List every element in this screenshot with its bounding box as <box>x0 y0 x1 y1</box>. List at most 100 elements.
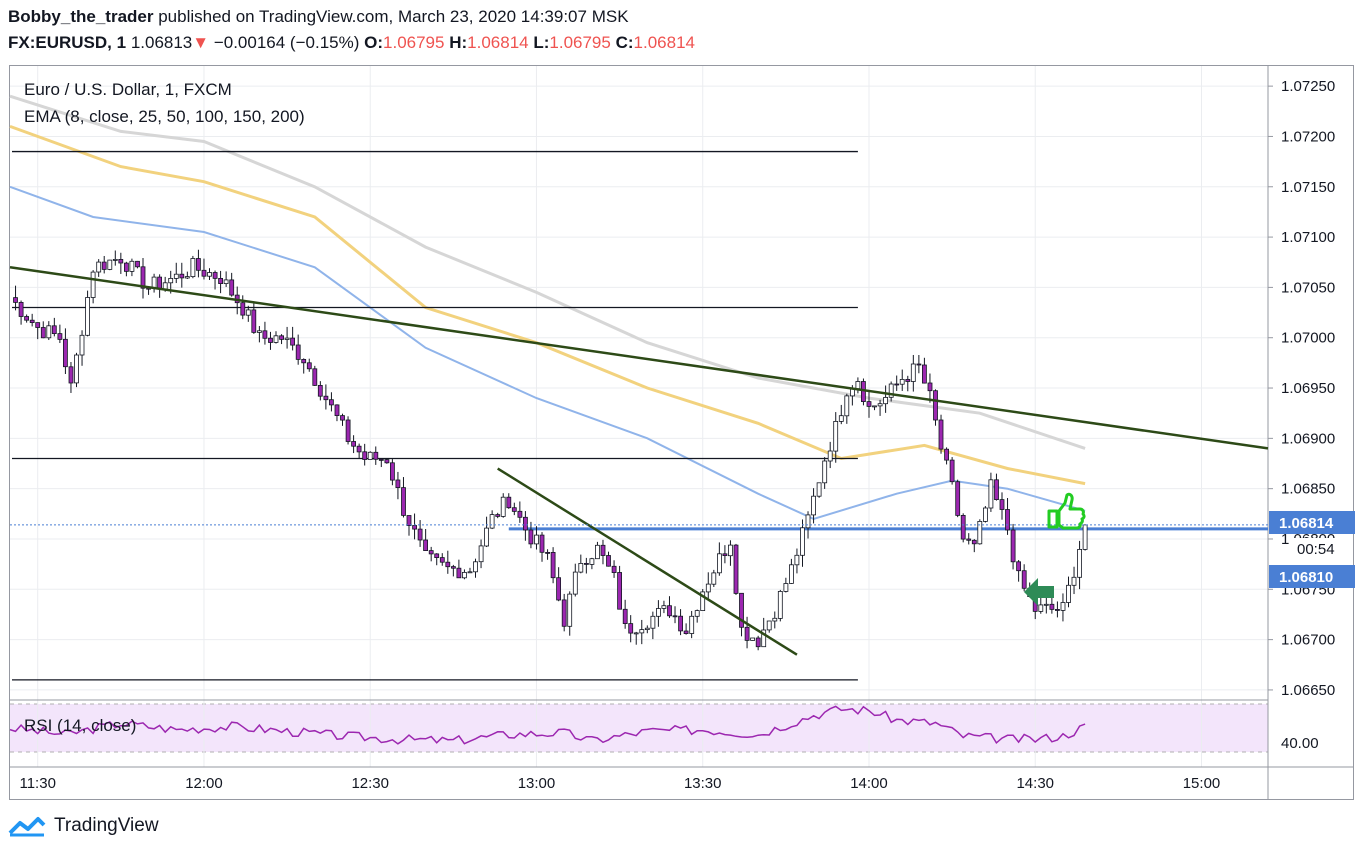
candle-body <box>777 591 783 619</box>
candle-body <box>1038 604 1044 612</box>
candle-body <box>1016 561 1021 572</box>
candle-body <box>855 381 861 390</box>
candle-body <box>783 583 789 592</box>
candle-body <box>384 459 390 464</box>
candle-body <box>1049 603 1055 610</box>
candle-body <box>550 552 556 579</box>
candle-body <box>622 608 628 624</box>
candle-body <box>445 561 451 568</box>
time-axis[interactable]: 11:30 12:00 12:30 13:00 13:30 14:00 14:30 15:00 <box>19 775 1220 792</box>
candle-body <box>229 279 235 296</box>
candle-body <box>556 577 561 601</box>
candle-body <box>118 258 124 264</box>
rsi-line <box>9 705 1086 745</box>
candle-body <box>1071 576 1077 586</box>
candle-body <box>140 266 146 289</box>
candle-body <box>689 615 695 634</box>
candle-body <box>539 534 545 553</box>
candle-body <box>1066 584 1071 603</box>
author-name[interactable]: Bobby_the_trader <box>8 7 154 26</box>
candle-body <box>500 496 506 517</box>
candle-body <box>268 337 273 343</box>
horizontal-lines[interactable] <box>12 150 1268 681</box>
candle-body <box>933 390 938 421</box>
price-change: −0.00164 (−0.15%) <box>213 33 360 52</box>
candle-body <box>822 460 828 484</box>
candle-body <box>417 528 423 541</box>
candle-body <box>949 459 955 483</box>
candle-body <box>811 495 816 516</box>
candle-body <box>894 383 900 386</box>
candle-body <box>262 330 268 339</box>
candle-body <box>184 276 190 279</box>
candle-body <box>162 282 168 290</box>
candle-body <box>107 259 113 270</box>
candle-body <box>85 297 90 336</box>
candle-body <box>461 572 467 579</box>
candle-body <box>245 309 251 316</box>
candle-body <box>960 515 966 540</box>
candle-body <box>273 335 279 343</box>
candle-body <box>35 322 41 328</box>
candle-body <box>1010 529 1016 563</box>
candle-body <box>168 277 174 284</box>
candle-body <box>124 262 129 272</box>
thumbs-up-icon[interactable] <box>1047 492 1086 530</box>
candle-body <box>489 514 495 529</box>
open-label: O: <box>364 33 384 52</box>
candle-body <box>312 368 318 386</box>
candle-body <box>578 563 584 573</box>
ema-legend: EMA (8, close, 25, 50, 100, 150, 200) <box>24 107 305 126</box>
candle-body <box>994 479 999 500</box>
candle-body <box>600 544 606 556</box>
candle-body <box>101 261 107 270</box>
candle-body <box>872 405 877 408</box>
candle-body <box>340 415 345 421</box>
candle-body <box>844 395 850 417</box>
ema-line-gray <box>9 94 1086 450</box>
candle-body <box>672 615 678 618</box>
candle-body <box>922 364 927 384</box>
left-arrow-icon[interactable] <box>1024 578 1054 606</box>
candle-body <box>212 272 218 279</box>
candle-body <box>434 553 440 559</box>
trendline <box>9 266 1269 450</box>
tradingview-footer[interactable]: TradingView <box>8 815 159 837</box>
candle-body <box>395 479 401 488</box>
candle-body <box>816 482 822 497</box>
candle-body <box>328 399 334 406</box>
candle-body <box>290 337 296 346</box>
time-tick-label: 12:30 <box>351 775 389 792</box>
candle-body <box>789 564 794 584</box>
open-value: 1.06795 <box>383 33 445 52</box>
candle-body <box>567 593 573 627</box>
trendlines[interactable] <box>9 266 1269 656</box>
price-axis[interactable]: 1.07250 1.07200 1.07150 1.07100 1.07050 1.070… <box>1268 78 1335 752</box>
candle-body <box>195 258 201 271</box>
candle-body <box>971 539 977 545</box>
symbol-ohlc-line: FX:EURUSD, 1 1.06813▼ −0.00164 (−0.15%) … <box>8 33 695 53</box>
candle-body <box>761 629 767 648</box>
candle-body <box>284 337 290 340</box>
candle-body <box>628 623 634 634</box>
time-tick-label: 15:00 <box>1183 775 1221 792</box>
publisher-line: Bobby_the_trader published on TradingVie… <box>8 7 629 27</box>
candle-body <box>295 344 301 360</box>
candle-body <box>68 366 74 384</box>
current-price-tag: 1.06814 <box>1269 511 1355 534</box>
svg-text:00:54: 00:54 <box>1297 541 1335 558</box>
line-price-tag: 1.06810 <box>1269 565 1355 588</box>
candle-body <box>611 565 617 573</box>
chart-frame <box>9 65 1354 800</box>
candle-body <box>74 354 79 384</box>
candle-body <box>584 563 589 565</box>
candle-body <box>57 333 63 340</box>
candle-body <box>256 330 262 333</box>
candle-body <box>711 572 717 585</box>
candle-body <box>572 571 578 595</box>
candle-body <box>589 558 595 565</box>
published-text: published on TradingView.com, March 23, … <box>158 7 629 26</box>
candle-body <box>190 258 196 278</box>
symbol-label: FX:EURUSD, 1 <box>8 33 127 52</box>
